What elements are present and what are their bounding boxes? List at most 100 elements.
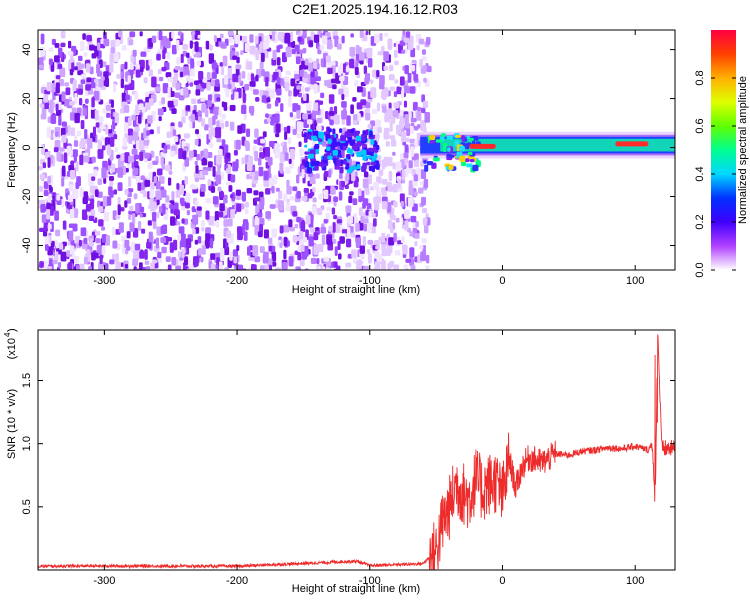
speckle (374, 33, 380, 44)
speckle (89, 238, 93, 247)
speckle (360, 215, 365, 223)
speckle (296, 85, 301, 90)
speckle (343, 107, 347, 118)
speckle (352, 97, 357, 102)
speckle (180, 201, 187, 207)
speckle (272, 175, 278, 185)
speckle (419, 244, 424, 250)
speckle (387, 108, 393, 117)
speckle (180, 53, 184, 64)
speckle (260, 52, 265, 62)
colorbar: 0.0 0.2 0.4 0.6 0.8 Normalized spectral ampl… (694, 30, 749, 278)
speckle (358, 220, 364, 231)
speckle (394, 60, 399, 66)
snr-frame (37, 329, 676, 571)
speckle (144, 179, 151, 187)
speckle (286, 179, 290, 188)
cluster-speckle (327, 155, 333, 160)
speckle (331, 78, 337, 84)
cluster-speckle (310, 135, 317, 139)
speckle (341, 149, 345, 159)
speckle (284, 32, 291, 44)
cluster-speckle (318, 131, 325, 138)
speckle (217, 186, 222, 192)
speckle (86, 34, 92, 42)
speckle (259, 147, 263, 152)
speckle (272, 49, 277, 60)
speckle (151, 35, 157, 44)
cluster-speckle (306, 134, 312, 140)
speckle (267, 117, 271, 123)
speckle (104, 263, 109, 270)
speckle (263, 170, 269, 181)
speckle (198, 247, 202, 256)
speckle (404, 48, 408, 54)
snr-xtick-label: 0 (499, 575, 505, 587)
speckle (139, 250, 145, 259)
speckle (175, 82, 181, 91)
speckle (131, 140, 136, 145)
speckle (316, 58, 320, 64)
speckle (297, 252, 302, 261)
speckle (409, 247, 415, 258)
speckle (387, 224, 393, 230)
speckle (149, 129, 154, 135)
speckle (233, 256, 238, 264)
speckle (421, 107, 426, 114)
speckle (185, 238, 192, 248)
speckle (205, 40, 210, 50)
speckle (308, 62, 313, 72)
speckle (76, 265, 80, 270)
speckle (422, 101, 429, 108)
cluster-speckle (306, 167, 313, 174)
speckle (141, 267, 148, 270)
speckle (77, 69, 84, 76)
speckle (252, 245, 259, 256)
speckle (147, 115, 153, 124)
speckle (373, 218, 377, 227)
speckle (245, 221, 249, 231)
speckle (278, 200, 284, 211)
speckle (318, 193, 323, 200)
speckle (143, 127, 147, 139)
speckle (115, 39, 120, 47)
speckle (370, 87, 377, 98)
speckle (284, 152, 289, 161)
speckle (124, 84, 131, 91)
speckle (110, 99, 114, 108)
speckle (409, 231, 414, 237)
speckle (61, 165, 66, 177)
speckle (401, 49, 406, 54)
band-onset-blob (429, 140, 435, 144)
speckle (267, 237, 273, 245)
speckle (73, 140, 79, 147)
speckle (242, 223, 246, 235)
speckle (151, 76, 157, 88)
speckle (97, 139, 102, 150)
speckle (303, 71, 308, 79)
speckle (351, 170, 356, 182)
speckle (97, 149, 104, 159)
speckle (109, 62, 114, 73)
speckle (365, 187, 370, 196)
speckle (275, 132, 280, 138)
speckle (373, 196, 379, 204)
speckle (287, 137, 292, 144)
speckle (193, 80, 199, 86)
speckle (333, 196, 339, 203)
speckle (90, 108, 96, 119)
speckle (167, 236, 173, 242)
speckle (406, 127, 411, 137)
speckle (209, 238, 214, 249)
speckle (220, 66, 225, 76)
speckle (255, 97, 260, 102)
speckle (155, 180, 161, 190)
speckle (134, 243, 141, 251)
speckle (61, 177, 65, 187)
speckle (258, 43, 263, 53)
speckle (210, 253, 216, 260)
speckle (216, 97, 221, 102)
band-onset-blob (455, 134, 461, 138)
cluster-speckle (331, 141, 338, 148)
snr-xtick-label: 100 (626, 575, 644, 587)
